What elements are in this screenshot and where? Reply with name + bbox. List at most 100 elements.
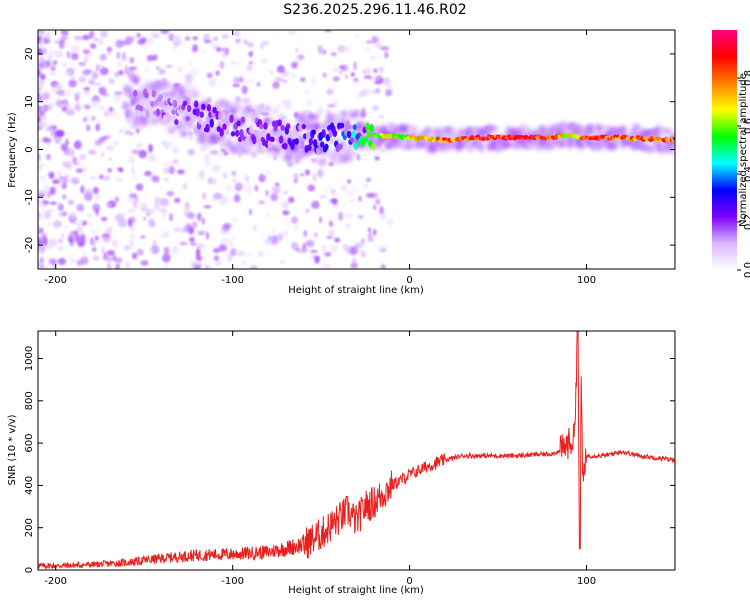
noise-speck [265, 189, 269, 197]
noise-speck [277, 103, 283, 109]
noise-speck [135, 183, 144, 191]
halo-speck [331, 158, 337, 164]
noise-speck [307, 184, 316, 192]
noise-speck [305, 101, 313, 107]
ridge-mark [188, 119, 193, 126]
noise-speck [361, 251, 366, 258]
halo-speck [255, 146, 264, 154]
noise-speck [136, 143, 143, 148]
halo-speck [301, 110, 309, 120]
noise-speck [100, 30, 108, 38]
noise-speck [78, 62, 85, 66]
noise-speck [144, 170, 152, 177]
noise-speck [365, 67, 372, 76]
ridge-mark [195, 107, 200, 117]
noise-speck [246, 42, 254, 48]
halo-speck [257, 142, 264, 147]
noise-speck [134, 202, 141, 207]
noise-speck [219, 200, 225, 205]
y-tick-label: 400 [24, 476, 35, 495]
halo-speck [150, 117, 159, 125]
noise-speck [99, 106, 106, 110]
noise-speck [243, 183, 250, 190]
noise-speck [258, 174, 266, 183]
noise-speck [150, 245, 160, 255]
ridge-mark [172, 99, 178, 108]
noise-speck [173, 227, 182, 232]
noise-speck [43, 104, 52, 111]
colorbar-tick-label: 0.2 [743, 214, 750, 230]
ridge-mark [301, 123, 306, 130]
ridge-mark [191, 114, 196, 122]
noise-speck [205, 158, 211, 166]
noise-speck [147, 152, 153, 161]
noise-speck [106, 46, 113, 53]
halo-speck [163, 82, 171, 90]
colorbar-label: Normalized spectral amplitude [738, 73, 749, 227]
noise-speck [295, 247, 300, 252]
noise-speck [131, 252, 138, 260]
ridge-mark [236, 120, 241, 127]
noise-speck [337, 211, 344, 221]
noise-speck [41, 209, 46, 215]
noise-speck [52, 179, 61, 185]
halo-speck [634, 125, 642, 132]
noise-speck [116, 59, 123, 68]
noise-speck [187, 149, 195, 156]
noise-speck [341, 185, 348, 192]
noise-speck [181, 227, 187, 234]
noise-speck [113, 94, 121, 103]
noise-speck [147, 36, 154, 46]
noise-speck [282, 190, 289, 195]
noise-speck [57, 238, 63, 244]
ridge-mark [366, 131, 372, 138]
noise-speck [243, 97, 251, 104]
noise-speck [99, 67, 109, 76]
noise-speck [345, 214, 354, 218]
noise-speck [367, 227, 372, 233]
noise-speck [310, 249, 318, 253]
noise-speck [317, 106, 324, 115]
noise-speck [152, 239, 157, 249]
noise-speck [49, 186, 56, 196]
colorbar-tick-label: 0.0 [743, 262, 750, 278]
colorbar: 0.0 0.2 0.4 0.6 0.8 Normalized spectral ampl… [712, 30, 750, 278]
noise-speck [381, 244, 391, 249]
noise-speck [352, 80, 361, 85]
noise-speck [299, 173, 305, 177]
noise-speck [356, 153, 361, 161]
noise-speck [93, 38, 99, 42]
noise-speck [38, 115, 42, 124]
ridge-mark [259, 123, 264, 130]
ridge-mark [240, 116, 246, 124]
noise-speck [179, 241, 188, 246]
noise-speck [46, 154, 51, 161]
noise-speck [261, 59, 268, 63]
noise-speck [73, 140, 82, 150]
noise-speck [125, 260, 130, 269]
noise-speck [115, 263, 120, 269]
noise-speck [177, 169, 185, 175]
noise-speck [149, 32, 159, 37]
noise-speck [334, 237, 341, 243]
x-tick-label: -100 [221, 275, 244, 286]
noise-speck [373, 68, 378, 73]
noise-speck [38, 78, 45, 88]
noise-speck [213, 36, 219, 42]
noise-speck [320, 170, 325, 176]
noise-speck [374, 156, 380, 161]
noise-speck [344, 74, 348, 79]
noise-speck [43, 47, 47, 55]
noise-speck [166, 191, 174, 197]
noise-speck [205, 231, 210, 240]
ridge-mark [338, 143, 343, 150]
noise-speck [280, 200, 290, 209]
ridge-mark [332, 129, 338, 138]
noise-speck [246, 79, 255, 84]
noise-speck [342, 243, 349, 252]
noise-speck [260, 43, 264, 50]
noise-speck [274, 33, 280, 38]
noise-speck [184, 73, 194, 83]
x-tick-label: -200 [44, 275, 67, 286]
noise-speck [48, 238, 57, 247]
